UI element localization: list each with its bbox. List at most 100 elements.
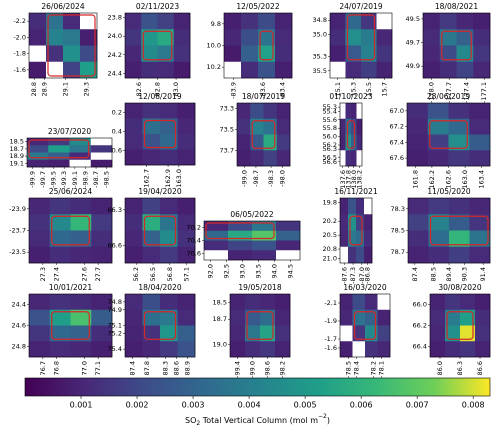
heat-cell — [230, 325, 246, 342]
heat-cell — [345, 103, 352, 120]
x-tick-label: 91.4 — [479, 267, 487, 281]
x-tick-label: 15.5 — [365, 82, 373, 96]
heat-cell — [407, 134, 429, 151]
x-tick-label: -98.7 — [252, 170, 260, 187]
x-tick-label: 29.1 — [62, 82, 70, 96]
x-tick-label: 56.5 — [149, 267, 157, 281]
panel-title: 12/05/2022 — [236, 2, 279, 11]
x-tick-label: 82.6 — [135, 82, 143, 96]
heat-cell — [407, 103, 429, 120]
heat-cell — [348, 230, 357, 248]
heat-cell — [29, 198, 51, 215]
heat-cell — [356, 214, 365, 231]
heat-cell — [70, 214, 92, 231]
y-tick-label: 21.0 — [323, 254, 337, 262]
x-tick-label: 161.8 — [411, 170, 419, 189]
heat-cell — [29, 294, 51, 311]
x-tick-label: 162.6 — [445, 170, 453, 189]
heat-cell — [456, 61, 474, 79]
x-tick-label: 87.4 — [128, 361, 136, 375]
panel-title: 10/01/2021 — [49, 283, 92, 292]
heat-cell — [263, 118, 278, 135]
x-tick-label: -177.7 — [445, 82, 453, 103]
heat-cell — [125, 198, 143, 215]
y-tick-label: 19.0 — [213, 340, 227, 348]
y-tick-label: 24.8 — [12, 343, 26, 351]
x-tick-label: 28.9 — [41, 82, 49, 96]
heat-cell — [348, 214, 357, 231]
heat-cell — [90, 152, 113, 161]
heat-cell — [275, 45, 293, 63]
heat-cell — [125, 214, 143, 231]
panel-title: 26/06/2024 — [41, 2, 84, 11]
y-tick-label: 56.0 — [323, 133, 337, 141]
plume-outline — [346, 14, 376, 61]
heat-cell — [228, 250, 253, 261]
panel: 18/07/2019 -99.0 -98.7 -98.3 -98.0 73.3 73.5 73… — [220, 92, 291, 187]
heat-cell — [29, 13, 47, 30]
x-tick-label: -87.0 — [358, 267, 366, 284]
axes-frame — [124, 102, 196, 166]
heat-cell — [46, 29, 64, 46]
heat-cell — [49, 309, 71, 326]
heat-cell — [365, 309, 378, 326]
x-tick-label: 56.8 — [166, 267, 174, 281]
heat-cell — [48, 152, 70, 161]
y-tick-label: 66.2 — [413, 322, 427, 330]
heat-cell — [80, 45, 98, 63]
heat-cell — [177, 230, 196, 248]
x-tick-label: 57.1 — [183, 267, 191, 281]
heat-cell — [473, 45, 491, 63]
heat-cell — [49, 325, 71, 342]
heat-cell — [29, 230, 51, 248]
y-tick-label: 24.2 — [108, 51, 122, 59]
heat-cell — [46, 61, 64, 79]
heat-cell — [276, 103, 291, 120]
heat-cell — [237, 118, 251, 135]
colorbar-tick-label: 0.005 — [294, 401, 317, 410]
heat-cell — [141, 61, 158, 79]
panel: 25/06/2024 27.3 27.4 27.6 27.7 -23.9 -23.7 -23.… — [9, 187, 113, 281]
colorbar-label-part: SO — [185, 416, 196, 425]
heat-cell — [177, 325, 196, 342]
y-tick-label: 70.4 — [187, 237, 201, 245]
heat-cell — [70, 309, 92, 326]
heat-cell — [237, 103, 251, 120]
heat-cell — [340, 150, 346, 167]
heat-cell — [27, 138, 49, 146]
heat-cell — [345, 134, 352, 151]
heat-cell — [230, 309, 246, 326]
heat-cell — [330, 45, 346, 63]
heat-cell — [428, 214, 450, 231]
heat-cell — [250, 134, 264, 151]
heat-cell — [69, 159, 92, 168]
heat-cell — [125, 134, 143, 150]
axes-frame — [339, 197, 373, 264]
x-tick-label: 77.0 — [80, 361, 88, 375]
heat-cell — [29, 341, 51, 358]
heat-cell — [177, 246, 196, 264]
heat-cell — [356, 230, 365, 248]
y-tick-label: 24.6 — [12, 322, 26, 330]
heat-cell — [377, 325, 391, 342]
x-tick-label: 86.6 — [476, 361, 484, 375]
heat-cell — [157, 61, 175, 79]
x-tick-label: 162.9 — [164, 169, 172, 188]
heat-cell — [125, 230, 143, 248]
heat-cell — [91, 309, 113, 326]
heat-cell — [460, 325, 476, 342]
heat-cell — [345, 29, 362, 46]
panel-title: 02/11/2023 — [136, 2, 179, 11]
heat-cell — [245, 294, 261, 311]
panel-title: 25/06/2024 — [49, 187, 92, 196]
x-tick-label: 83.0 — [172, 82, 180, 96]
plume-outline — [143, 311, 177, 340]
heat-cell — [430, 325, 446, 342]
x-tick-label: 93.0 — [238, 264, 246, 278]
x-tick-label: 27.4 — [53, 267, 61, 281]
heat-cell — [142, 103, 161, 119]
heat-cell — [142, 230, 161, 248]
y-tick-label: 18.7 — [10, 145, 24, 153]
heat-cell — [63, 45, 81, 63]
axes-frame — [329, 12, 393, 79]
